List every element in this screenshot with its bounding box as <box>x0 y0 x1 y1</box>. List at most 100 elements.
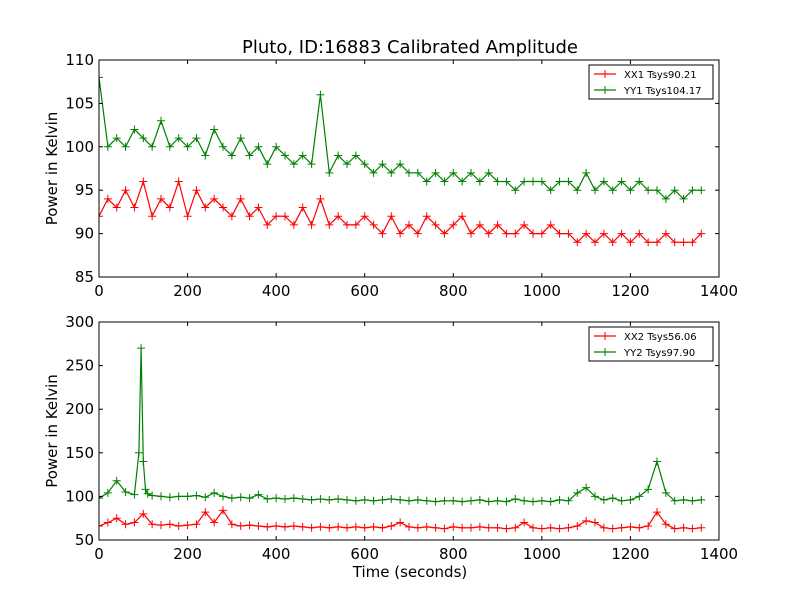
data-point <box>254 142 263 151</box>
data-point <box>661 229 670 238</box>
data-point <box>449 496 458 505</box>
legend-label: YY1 Tsys104.17 <box>623 86 702 97</box>
data-point <box>653 238 661 247</box>
data-point <box>298 495 307 504</box>
data-point <box>697 186 706 195</box>
data-point <box>281 212 289 221</box>
data-point <box>325 220 334 229</box>
data-point <box>121 186 130 195</box>
data-point <box>413 229 422 238</box>
data-point <box>387 168 396 177</box>
data-point <box>139 509 148 518</box>
data-point <box>378 495 387 504</box>
y-tick-label: 300 <box>65 313 94 331</box>
data-point <box>298 522 307 531</box>
data-point <box>661 488 670 497</box>
data-point <box>157 492 165 501</box>
data-point <box>334 522 343 531</box>
data-point <box>236 493 245 502</box>
data-point <box>360 212 369 221</box>
data-point <box>493 496 502 505</box>
data-point <box>413 523 422 532</box>
data-point <box>440 496 449 505</box>
chart-title: Pluto, ID:16883 Calibrated Amplitude <box>242 37 578 58</box>
data-point <box>201 203 210 212</box>
data-point <box>537 524 546 533</box>
x-tick-label: 400 <box>262 282 291 300</box>
legend-label: YY2 Tsys97.90 <box>623 348 695 359</box>
data-point <box>449 220 458 229</box>
data-point <box>644 186 653 195</box>
data-point <box>174 522 183 531</box>
data-point <box>529 497 537 506</box>
data-point <box>130 125 139 134</box>
data-point <box>254 490 263 499</box>
data-point <box>626 238 635 247</box>
x-tick-label: 0 <box>94 282 104 300</box>
data-point <box>139 457 148 466</box>
legend: XX2 Tsys56.06 YY2 Tsys97.90 <box>588 326 714 362</box>
data-point <box>688 496 697 505</box>
data-point <box>325 168 334 177</box>
data-point <box>467 523 475 532</box>
data-point <box>484 497 493 506</box>
data-point <box>555 177 564 186</box>
data-point <box>316 522 325 531</box>
data-point <box>334 151 343 160</box>
data-point <box>475 220 484 229</box>
data-point <box>174 492 183 501</box>
data-point <box>599 177 608 186</box>
legend-marker <box>601 86 609 94</box>
data-point <box>555 495 564 504</box>
legend-item: XX1 Tsys90.21 <box>594 70 697 81</box>
data-point <box>599 229 608 238</box>
data-point <box>475 495 484 504</box>
data-point <box>201 151 210 160</box>
data-point <box>134 448 143 457</box>
data-point <box>449 168 458 177</box>
data-point <box>99 494 103 503</box>
data-point <box>644 522 653 531</box>
y-tick-label: 100 <box>65 138 94 156</box>
data-point <box>679 238 688 247</box>
data-point <box>670 186 679 195</box>
data-point <box>529 177 537 186</box>
data-point <box>112 134 121 143</box>
data-point <box>219 506 227 515</box>
data-point <box>236 194 245 203</box>
data-point <box>272 212 281 221</box>
y-axis-label: Power in Kelvin <box>43 112 61 226</box>
data-point <box>493 177 502 186</box>
legend-label: XX1 Tsys90.21 <box>624 70 697 81</box>
data-point <box>334 495 343 504</box>
data-point <box>573 238 582 247</box>
data-point <box>137 344 146 353</box>
data-point <box>653 186 661 195</box>
data-point <box>520 177 529 186</box>
data-point <box>617 496 626 505</box>
data-point <box>227 212 236 221</box>
data-point <box>307 495 316 504</box>
data-point <box>458 212 467 221</box>
data-point <box>174 177 183 186</box>
data-point <box>219 492 227 501</box>
data-point <box>688 186 697 195</box>
data-point <box>281 495 289 504</box>
data-point <box>626 186 635 195</box>
data-point <box>440 524 449 533</box>
x-tick-label: 200 <box>173 282 202 300</box>
data-point <box>351 496 360 505</box>
data-point <box>369 522 378 531</box>
data-point <box>396 495 405 504</box>
data-point <box>440 177 449 186</box>
data-point <box>688 238 697 247</box>
data-point <box>148 142 157 151</box>
data-point <box>263 160 272 169</box>
data-point <box>546 186 555 195</box>
data-point <box>210 488 219 497</box>
data-point <box>396 160 405 169</box>
data-point <box>546 523 555 532</box>
data-point <box>263 495 272 504</box>
data-point <box>564 496 573 505</box>
